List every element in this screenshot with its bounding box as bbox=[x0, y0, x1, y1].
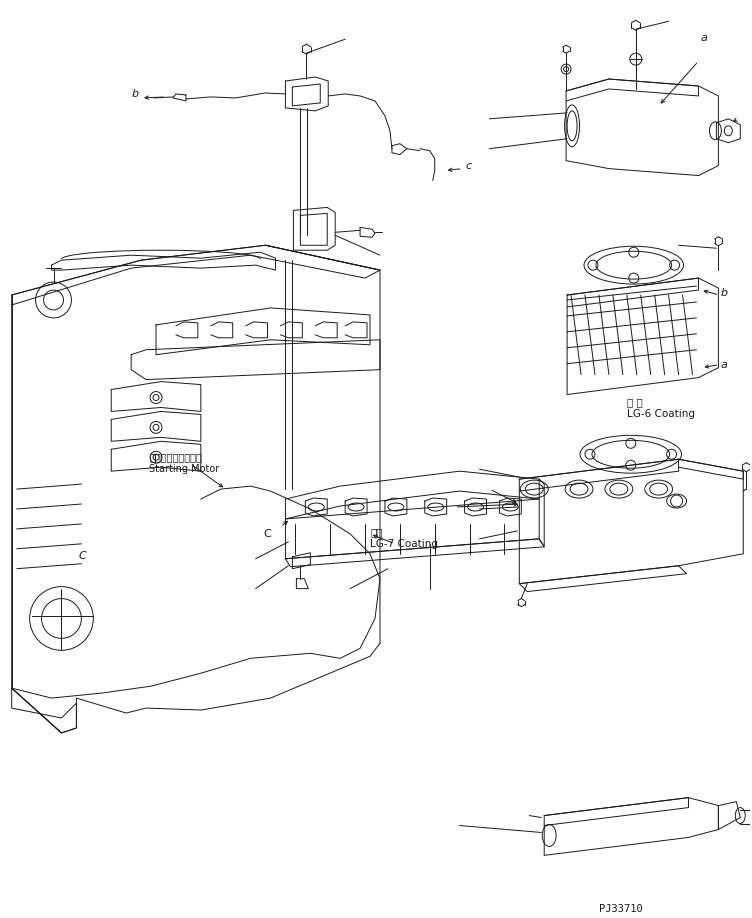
Text: a: a bbox=[700, 33, 708, 43]
Text: b: b bbox=[131, 89, 138, 99]
Text: スターティングモタ: スターティングモタ bbox=[149, 453, 202, 463]
Text: c: c bbox=[465, 161, 472, 171]
Text: Starting Motor: Starting Motor bbox=[149, 465, 220, 475]
Text: 塗 布: 塗 布 bbox=[627, 397, 642, 408]
Text: PJ33710: PJ33710 bbox=[599, 904, 643, 914]
Text: b: b bbox=[720, 288, 727, 298]
Text: LG-6 Coating: LG-6 Coating bbox=[627, 409, 695, 420]
Text: C: C bbox=[263, 529, 271, 539]
Text: a: a bbox=[720, 360, 727, 370]
Text: LG-7 Coating: LG-7 Coating bbox=[370, 539, 438, 549]
Text: 塗布: 塗布 bbox=[370, 527, 383, 537]
Text: C: C bbox=[78, 551, 86, 561]
